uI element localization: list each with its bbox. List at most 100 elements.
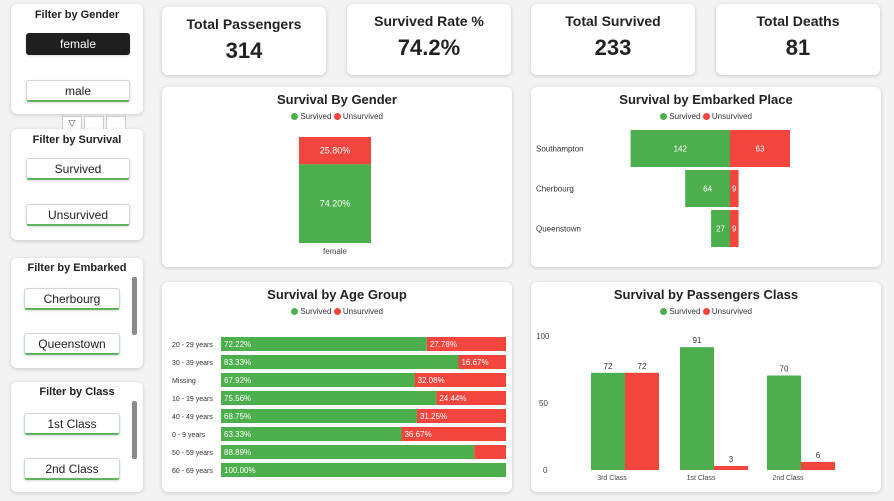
age-label-survived: 100.00% <box>224 466 256 475</box>
embarked-bar-unsurvived <box>730 170 739 207</box>
age-bar-survived <box>221 427 402 441</box>
class-slicer-scrollbar[interactable] <box>132 401 137 459</box>
class-ytick-label: 0 <box>543 466 548 475</box>
age-category-label: 60 - 69 years <box>172 468 213 475</box>
embarked-bar-survived <box>711 210 730 247</box>
slicer-header-controls: ▽ <box>62 116 144 130</box>
class-slicer-title: Filter by Class <box>39 386 115 398</box>
age-category-label: 30 - 39 years <box>172 360 213 367</box>
legend-unsurvived-label: Unsurvived <box>711 112 752 121</box>
embarked-label-survived: 142 <box>674 145 688 154</box>
age-bar-survived <box>221 463 506 477</box>
age-category-label: 40 - 49 years <box>172 414 213 421</box>
chart-legend: Survived Unsurvived <box>531 307 881 316</box>
age-label-unsurvived: 36.67% <box>404 430 431 439</box>
class-category-label: 1st Class <box>687 475 716 482</box>
legend-unsurvived-marker <box>333 113 341 120</box>
age-category-label: 10 - 19 years <box>172 396 213 403</box>
kpi-value: 81 <box>785 35 811 60</box>
legend-unsurvived-label: Unsurvived <box>342 112 383 121</box>
age-label-survived: 63.33% <box>224 430 251 439</box>
embarked-slicer-title: Filter by Embarked <box>27 262 127 274</box>
embarked-category-label: Southampton <box>536 145 584 154</box>
kpi-total-deaths: Total Deaths 81 <box>716 4 880 75</box>
legend-survived-label: Survived <box>300 307 332 316</box>
gender-option-female[interactable]: female <box>26 33 130 55</box>
age-bar-unsurvived <box>414 373 506 387</box>
age-label-survived: 75.56% <box>224 394 251 403</box>
class-ytick-label: 100 <box>536 332 550 341</box>
kpi-title: Survived Rate % <box>374 13 484 29</box>
survival-option-survived[interactable]: Survived <box>26 158 130 180</box>
legend-survived-label: Survived <box>669 112 701 121</box>
embarked-option-cherbourg[interactable]: Cherbourg <box>24 288 120 310</box>
gender-chart-plot: 25.80% 74.20% female <box>299 137 371 256</box>
embarked-bar-survived <box>630 130 730 167</box>
class-chart-plot: 100 50 0 72 72 3rd Class 91 3 1st Class 70 6 2nd Cl… <box>536 332 835 482</box>
age-bar-unsurvived <box>401 427 506 441</box>
class-label-survived: 72 <box>604 362 613 371</box>
class-category-label: 3rd Class <box>597 475 627 482</box>
chart-legend: Survived Unsurvived <box>162 307 512 316</box>
expand-icon[interactable] <box>84 116 104 130</box>
legend-survived-label: Survived <box>669 307 701 316</box>
age-bar-survived <box>221 373 415 387</box>
kpi-value: 74.2% <box>397 35 461 60</box>
legend-survived-marker <box>660 308 668 315</box>
legend-survived-marker <box>660 113 668 120</box>
age-bar-unsurvived <box>458 355 506 369</box>
embarked-chart-plot: Southampton 142 63 Cherbourg 64 9 Queenstown 27… <box>536 130 790 247</box>
legend-survived-marker <box>291 113 299 120</box>
class-slicer: Filter by Class 1st Class 2nd Class <box>11 382 143 492</box>
embarked-slicer-scrollbar[interactable] <box>132 277 137 335</box>
age-chart-plot: 20 - 29 years 72.22% 27.78% 30 - 39 years 83… <box>172 337 506 477</box>
age-category-label: 50 - 59 years <box>172 450 213 457</box>
age-bar-survived <box>221 337 427 351</box>
kpi-total-survived: Total Survived 233 <box>531 4 695 75</box>
age-bar-survived <box>221 409 417 423</box>
chart-survival-by-gender: Survival By Gender Survived Unsurvived 2… <box>162 87 512 267</box>
embarked-bar-unsurvived <box>730 130 790 167</box>
class-label-unsurvived: 72 <box>638 362 647 371</box>
survival-slicer-title: Filter by Survival <box>32 134 122 146</box>
chart-legend: Survived Unsurvived <box>531 112 881 121</box>
embarked-bar-survived <box>685 170 730 207</box>
gender-option-male[interactable]: male <box>26 80 130 102</box>
class-label-survived: 91 <box>693 336 702 345</box>
class-bar-survived <box>680 347 714 470</box>
class-label-survived: 70 <box>780 365 789 374</box>
filter-icon[interactable]: ▽ <box>62 116 82 130</box>
chart-legend: Survived Unsurvived <box>162 112 512 121</box>
age-label-survived: 68.75% <box>224 412 251 421</box>
legend-unsurvived-label: Unsurvived <box>342 307 383 316</box>
embarked-category-label: Cherbourg <box>536 185 574 194</box>
embarked-label-survived: 64 <box>703 185 712 194</box>
legend-unsurvived-label: Unsurvived <box>711 307 752 316</box>
embarked-option-queenstown[interactable]: Queenstown <box>24 333 120 355</box>
age-bar-unsurvived <box>416 409 506 423</box>
legend-unsurvived-marker <box>333 308 341 315</box>
class-option-2nd[interactable]: 2nd Class <box>24 458 120 480</box>
age-label-unsurvived: 24.44% <box>439 394 466 403</box>
class-option-1st[interactable]: 1st Class <box>24 413 120 435</box>
age-bar-unsurvived <box>426 337 506 351</box>
gender-label-unsurvived: 25.80% <box>320 146 351 156</box>
chart-survival-by-embarked: Survival by Embarked Place Survived Unsu… <box>531 87 881 267</box>
more-options-icon[interactable] <box>106 116 126 130</box>
chart-title: Survival by Age Group <box>267 287 407 302</box>
survival-option-unsurvived[interactable]: Unsurvived <box>26 204 130 226</box>
age-bar-unsurvived <box>436 391 506 405</box>
class-bar-unsurvived <box>625 372 659 470</box>
legend-unsurvived-marker <box>702 308 710 315</box>
kpi-survived-rate: Survived Rate % 74.2% <box>347 4 511 75</box>
embarked-label-unsurvived: 9 <box>732 185 737 194</box>
age-bar-survived <box>221 355 459 369</box>
kpi-value: 233 <box>594 35 632 60</box>
embarked-label-unsurvived: 9 <box>732 225 737 234</box>
embarked-label-survived: 27 <box>716 225 725 234</box>
chart-survival-by-age-group: Survival by Age Group Survived Unsurvive… <box>162 282 512 492</box>
age-category-label: 0 - 9 years <box>172 432 206 439</box>
age-bar-survived <box>221 391 437 405</box>
age-label-unsurvived: 27.78% <box>430 340 457 349</box>
class-ytick-label: 50 <box>539 399 548 408</box>
